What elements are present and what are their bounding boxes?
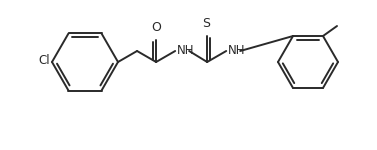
Text: S: S	[202, 17, 210, 30]
Text: O: O	[151, 21, 161, 34]
Text: Cl: Cl	[38, 54, 50, 68]
Text: NH: NH	[177, 44, 195, 57]
Text: NH: NH	[228, 44, 246, 57]
